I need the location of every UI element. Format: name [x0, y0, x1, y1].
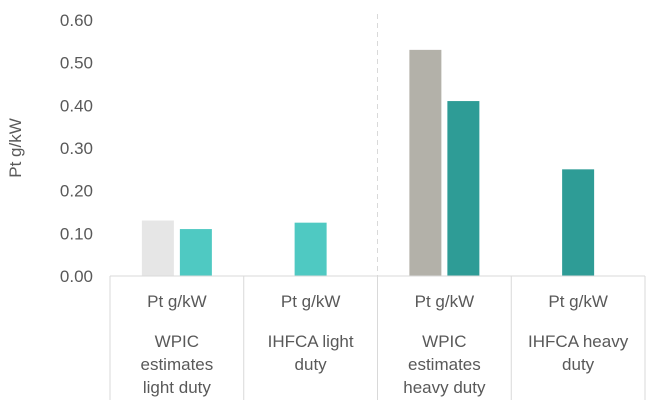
category-group-label: duty: [562, 355, 595, 374]
y-axis-ticks: 0.00 0.10 0.20 0.30 0.40 0.50 0.60: [60, 11, 93, 286]
category-group-label: estimates: [408, 355, 481, 374]
y-axis-title: Pt g/kW: [6, 118, 25, 178]
category-group-label: IHFCA heavy: [528, 332, 629, 351]
x-tick-label: Pt g/kW: [415, 292, 475, 311]
axes: [109, 14, 646, 400]
y-tick-label: 0.30: [60, 139, 93, 158]
y-tick-label: 0.20: [60, 182, 93, 201]
bar: [294, 222, 327, 276]
category-group-label: light duty: [143, 378, 212, 397]
category-group-label: heavy duty: [403, 378, 486, 397]
x-tick-label: Pt g/kW: [548, 292, 608, 311]
x-axis-labels: Pt g/kW WPIC estimates light duty Pt g/kW IHF…: [141, 292, 629, 397]
bar: [141, 220, 174, 276]
category-group-label: WPIC: [155, 332, 199, 351]
category-group-label: IHFCA light: [268, 332, 354, 351]
bar: [447, 101, 480, 276]
category-group-label: WPIC: [422, 332, 466, 351]
y-tick-label: 0.00: [60, 267, 93, 286]
x-tick-label: Pt g/kW: [281, 292, 341, 311]
bars: [141, 49, 595, 276]
bar: [179, 229, 212, 276]
bar: [409, 49, 442, 276]
y-tick-label: 0.50: [60, 54, 93, 73]
y-axis-label: Pt g/kW: [6, 118, 25, 178]
x-tick-label: Pt g/kW: [147, 292, 207, 311]
y-tick-label: 0.10: [60, 224, 93, 243]
y-tick-label: 0.40: [60, 96, 93, 115]
y-tick-label: 0.60: [60, 11, 93, 30]
bar: [562, 169, 595, 276]
category-group-label: duty: [295, 355, 328, 374]
category-group-label: estimates: [141, 355, 214, 374]
